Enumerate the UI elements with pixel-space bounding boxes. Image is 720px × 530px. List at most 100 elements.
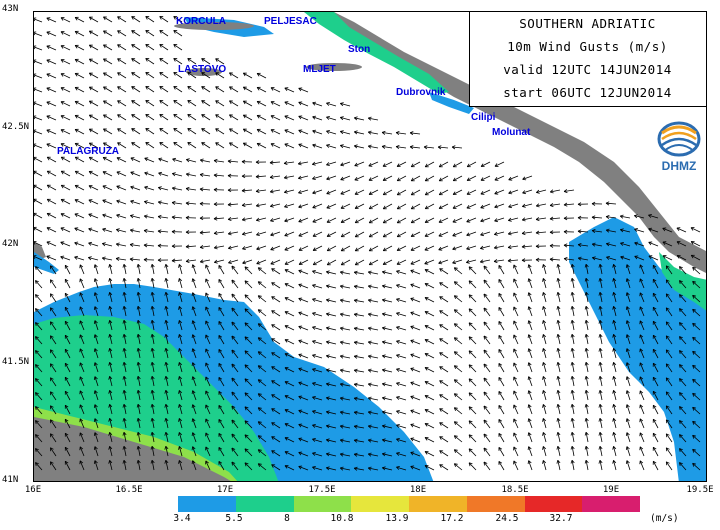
wind-arrow [35,420,43,429]
wind-arrow-head [598,320,601,324]
wind-arrow-head [151,403,155,408]
wind-arrow-head [438,246,442,251]
place-label-cilipi: Cilipi [471,112,496,123]
wind-arrow-head [137,333,141,338]
wind-arrow [692,309,701,317]
wind-arrow-head [150,278,153,282]
wind-arrow [144,157,155,163]
wind-arrow-head [122,432,125,436]
wind-arrow-head [46,31,50,36]
wind-arrow-head [454,407,458,409]
wind-arrow-head [271,296,274,300]
wind-arrow [452,231,463,237]
wind-arrow-head [205,376,209,380]
wind-arrow [312,189,323,194]
wind-arrow-head [498,279,503,282]
wind-arrow [187,100,197,107]
wind-arrow-head [218,405,223,408]
wind-arrow [528,376,533,387]
wind-arrow-head [326,144,330,146]
wind-arrow [178,446,183,457]
wind-arrow [410,245,421,251]
wind-arrow [396,312,407,317]
wind-arrow-head [298,340,302,344]
wind-arrow [123,432,127,443]
wind-arrow [228,245,239,249]
wind-arrow-head [592,256,596,258]
wind-arrow-head [368,144,372,147]
wind-arrow-head [218,265,223,268]
wind-arrow-head [410,298,414,302]
wind-arrow-head [648,214,652,218]
land-italy [34,417,231,481]
wind-arrow [46,143,57,149]
wind-arrow-head [185,201,190,204]
wind-arrow-head [396,354,400,356]
wind-arrow-head [439,268,442,272]
wind-arrow-head [493,261,498,264]
wind-arrow-head [312,176,316,180]
wind-arrow-head [131,100,134,104]
wind-arrow [231,377,239,387]
wind-arrow-head [483,335,485,340]
wind-arrow-head [178,446,180,450]
wind-arrow [256,203,267,207]
wind-arrow [137,292,141,303]
wind-arrow [639,376,645,387]
wind-arrow-head [150,432,153,436]
wind-arrow [284,381,295,387]
wind-arrow [585,348,589,359]
wind-arrow-head [102,227,106,230]
wind-arrow [165,264,169,275]
wind-arrow-head [258,379,262,381]
wind-arrow [60,213,71,219]
wind-arrow-head [298,396,302,400]
wind-arrow-head [340,382,344,385]
wind-arrow-head [122,418,125,422]
wind-arrow [50,349,57,359]
wind-arrow-head [639,278,644,282]
wind-arrow-head [131,58,134,62]
wind-arrow [165,278,169,289]
wind-arrow [64,405,71,415]
wind-arrow-head [215,114,218,118]
wind-arrow [137,320,141,331]
wind-arrow-head [556,278,559,282]
wind-arrow-head [158,186,162,188]
wind-arrow [173,72,183,79]
wind-arrow-head [185,246,190,249]
wind-arrow [382,397,393,401]
wind-arrow [466,189,477,195]
wind-arrow-head [613,320,617,324]
wind-arrow [298,87,309,93]
wind-arrow-head [123,403,127,408]
wind-arrow [396,424,407,429]
wind-arrow [368,175,379,181]
wind-arrow-head [395,132,400,136]
wind-arrow [130,171,141,177]
wind-arrow-head [396,326,400,328]
wind-arrow-head [468,420,471,425]
wind-arrow-head [340,145,344,149]
wind-arrow [383,245,393,252]
wind-arrow [521,245,533,248]
wind-arrow [340,161,351,166]
wind-arrow-head [122,334,125,338]
wind-arrow [396,284,407,289]
wind-arrow-head [542,334,544,338]
wind-arrow-head [410,205,414,210]
wind-arrow-head [270,203,274,207]
wind-arrow-head [199,232,204,235]
wind-arrow [298,340,309,345]
wind-arrow-head [34,228,36,231]
legend-label-32-7: 32.7 [549,513,573,524]
wind-arrow-head [439,310,442,314]
wind-arrow [340,217,351,223]
wind-arrow-head [410,283,415,285]
wind-arrow-head [353,271,358,275]
wind-arrow-head [626,306,630,310]
wind-arrow [494,203,505,208]
wind-arrow-head [382,466,386,469]
wind-arrow-head [187,100,190,104]
wind-arrow [131,114,141,121]
